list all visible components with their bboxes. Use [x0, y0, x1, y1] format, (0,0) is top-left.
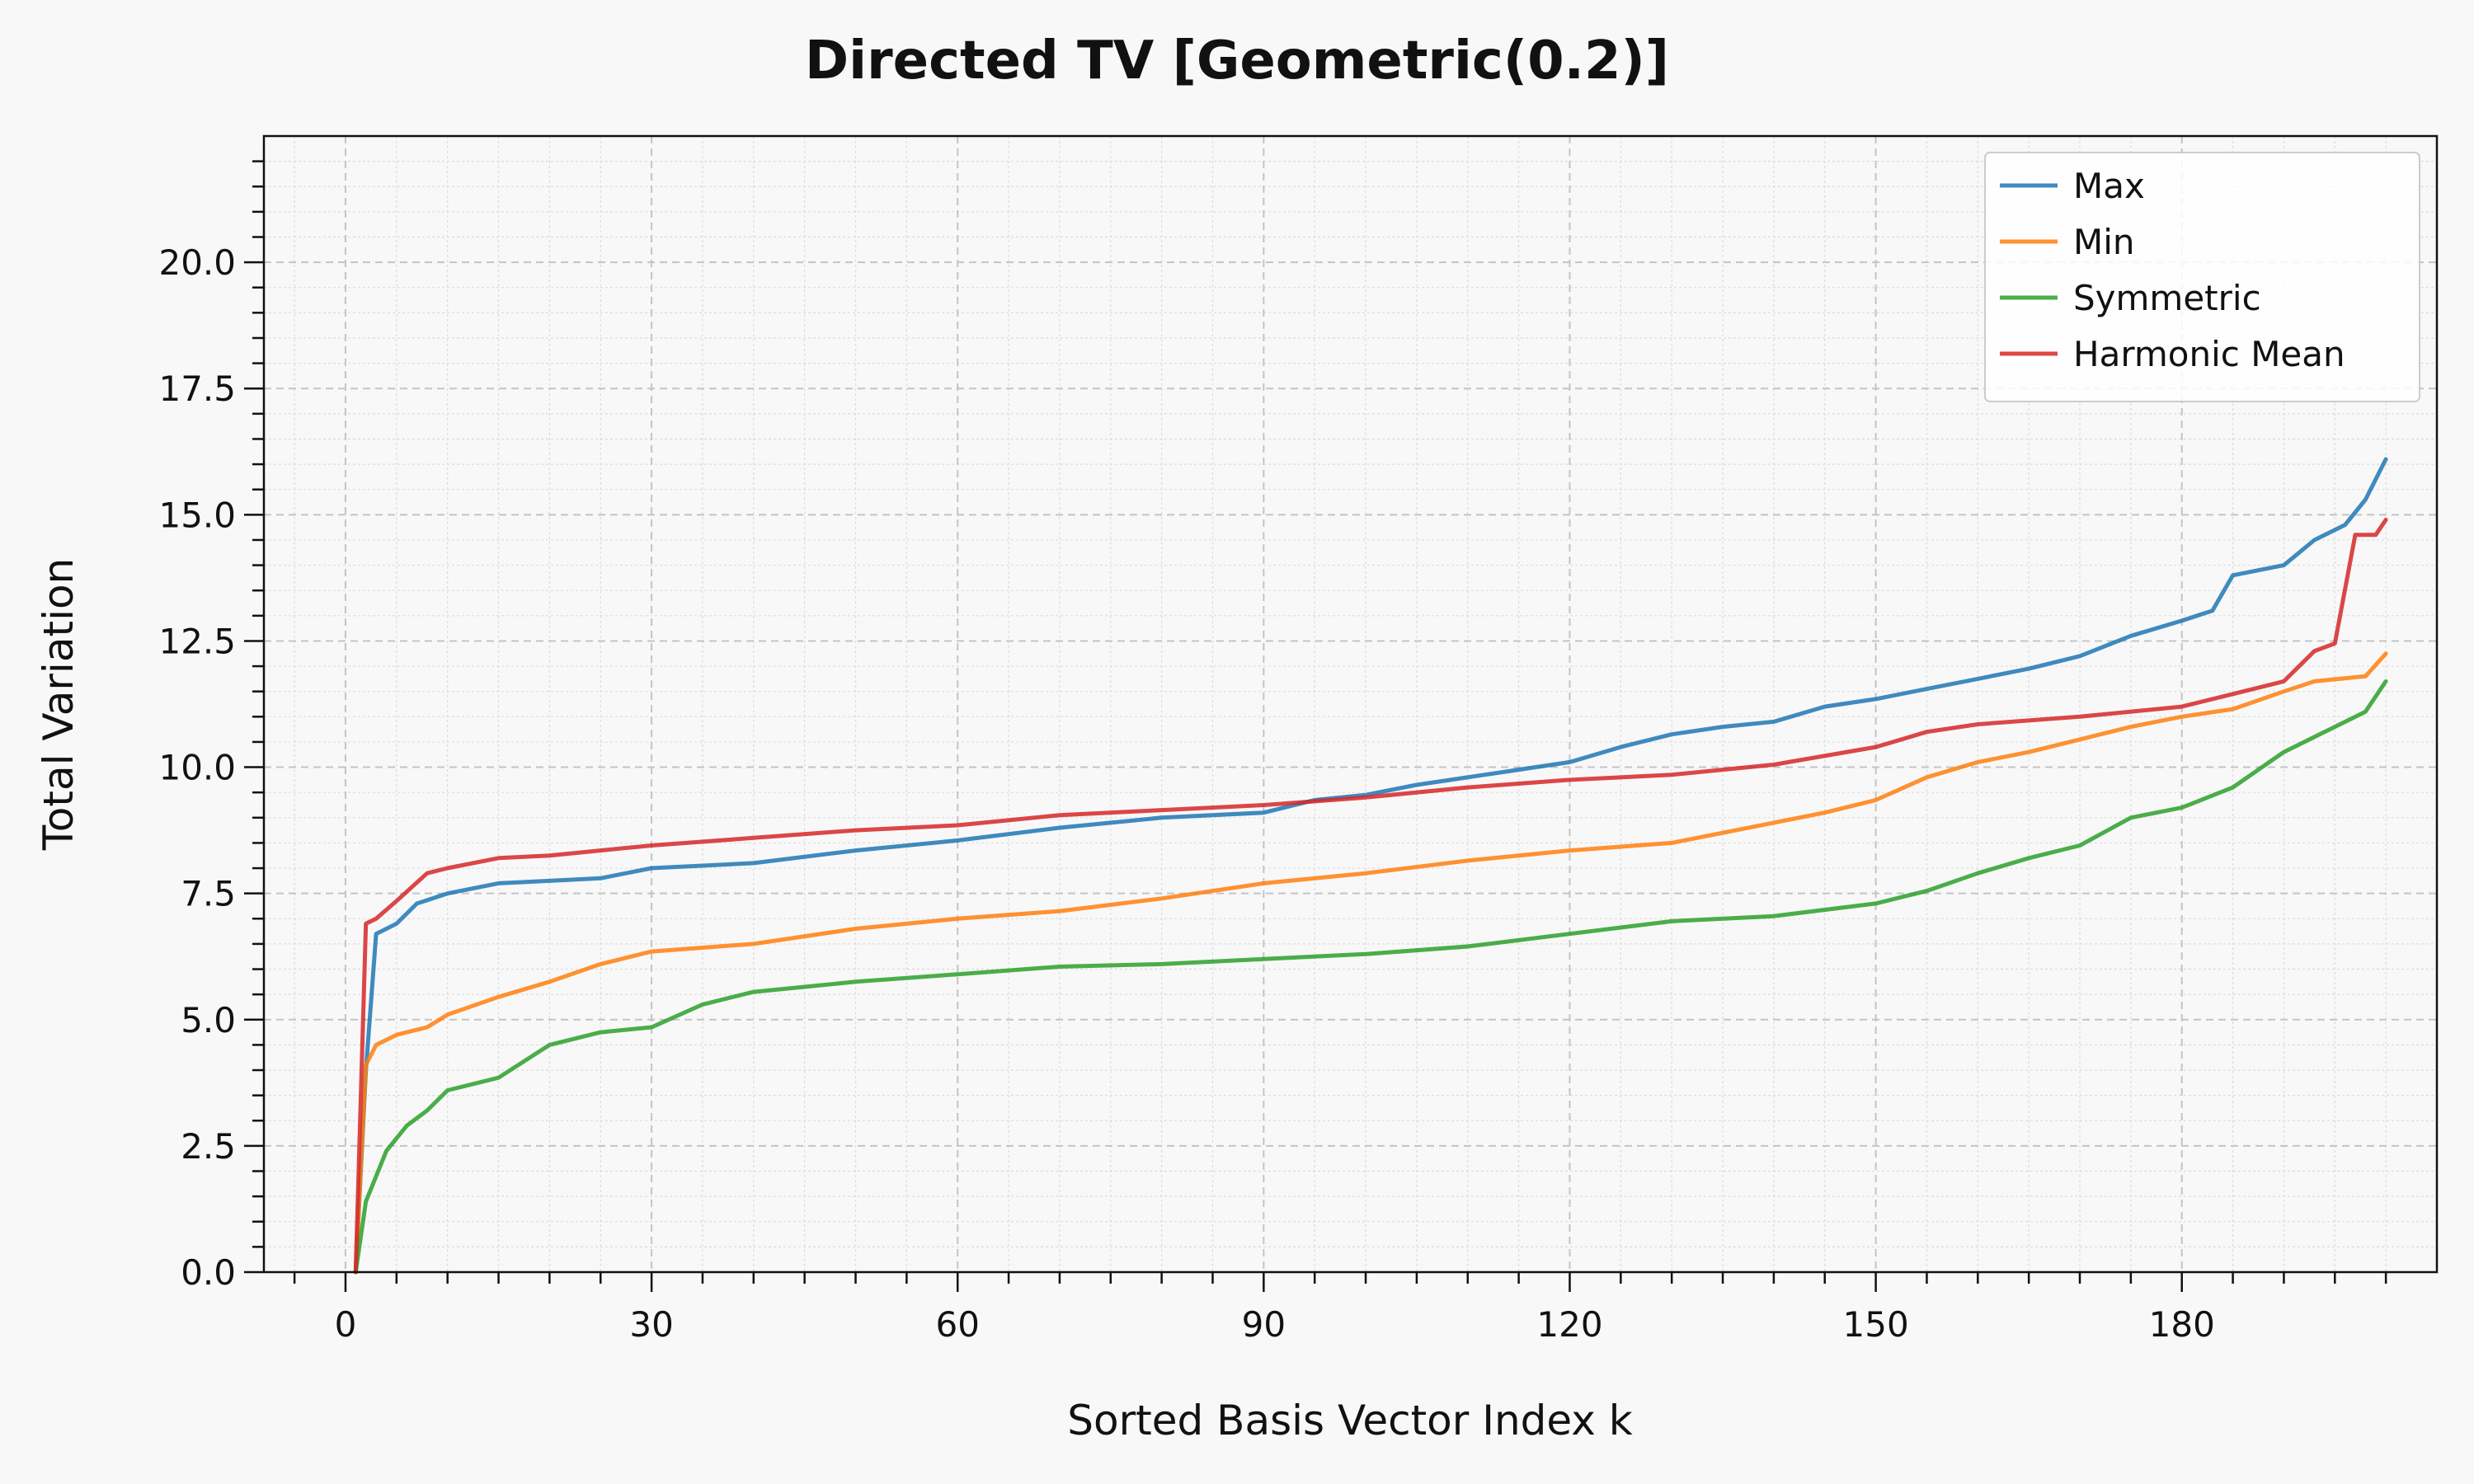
- series-line-symmetric: [353, 679, 2388, 1275]
- y-tick-label: 5.0: [181, 1000, 236, 1040]
- legend-label: Symmetric: [2073, 278, 2261, 318]
- y-tick-label: 7.5: [181, 874, 236, 914]
- minor-gridlines: [264, 136, 2437, 1272]
- series-line-min: [353, 651, 2388, 1275]
- y-tick-label: 12.5: [158, 621, 236, 661]
- y-axis-ticks: 0.0 2.5 5.0 7.5 10.0 12.5 15.0 17.5 20.0: [158, 160, 264, 1293]
- legend-label: Min: [2073, 222, 2135, 262]
- legend: Max Min Symmetric Harmonic Mean: [1984, 152, 2420, 402]
- x-tick-label: 180: [2149, 1304, 2215, 1345]
- series-lines: [353, 457, 2388, 1275]
- y-tick-label: 20.0: [158, 242, 236, 283]
- x-tick-label: 0: [335, 1304, 357, 1345]
- chart-title: Directed TV [Geometric(0.2)]: [805, 31, 1669, 92]
- x-tick-label: 120: [1536, 1304, 1602, 1345]
- y-tick-label: 10.0: [158, 748, 236, 788]
- x-axis-label: Sorted Basis Vector Index k: [1067, 1397, 1632, 1444]
- y-tick-label: 2.5: [181, 1126, 236, 1167]
- legend-label: Max: [2073, 166, 2145, 206]
- legend-box: [1984, 152, 2420, 402]
- y-tick-label: 17.5: [158, 369, 236, 409]
- x-tick-label: 150: [1843, 1304, 1909, 1345]
- x-tick-label: 90: [1242, 1304, 1286, 1345]
- x-tick-label: 30: [629, 1304, 673, 1345]
- y-tick-label: 0.0: [181, 1252, 236, 1293]
- plot-frame: [262, 134, 2439, 1274]
- series-line-max: [353, 457, 2388, 1275]
- legend-label: Harmonic Mean: [2073, 334, 2345, 374]
- x-tick-label: 60: [935, 1304, 979, 1345]
- y-axis-label: Total Variation: [35, 558, 82, 852]
- series-line-harmonic-mean: [353, 518, 2388, 1275]
- x-axis-ticks: 0 30 60 90 120 150 180: [293, 1272, 2387, 1345]
- y-tick-label: 15.0: [158, 495, 236, 535]
